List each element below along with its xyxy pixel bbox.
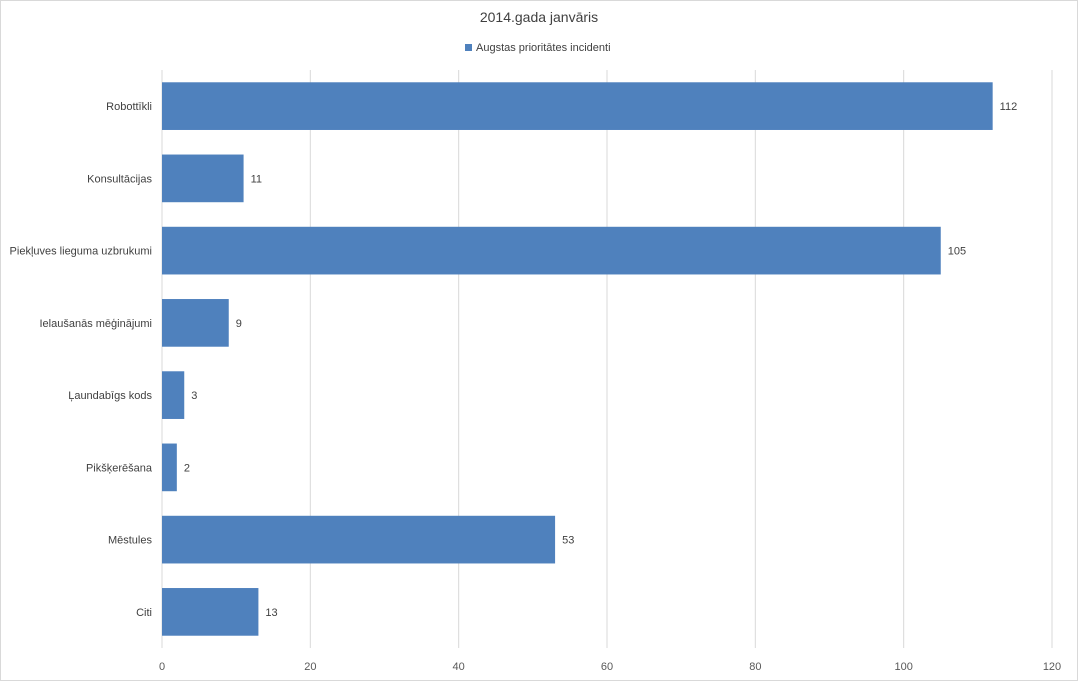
data-labels: 112 11 105 9 3 2 53 13 (184, 101, 1017, 619)
bar (162, 371, 185, 419)
category-label: Piekļuves lieguma uzbrukumi (10, 246, 152, 258)
data-label: 3 (191, 390, 197, 402)
data-label: 13 (265, 607, 277, 619)
category-label: Pikšķerēšana (86, 462, 153, 474)
category-labels: Robottīkli Konsultācijas Piekļuves lieguma… (10, 101, 153, 619)
category-label: Citi (136, 607, 152, 619)
bars (162, 82, 993, 636)
x-tick-label: 60 (601, 661, 613, 673)
bar (162, 443, 177, 492)
legend: Augstas prioritātes incidenti (465, 42, 611, 54)
data-label: 105 (948, 246, 966, 258)
data-label: 11 (251, 173, 262, 185)
category-label: Robottīkli (106, 101, 152, 113)
x-tick-label: 20 (304, 661, 316, 673)
legend-label: Augstas prioritātes incidenti (476, 42, 611, 54)
data-label: 53 (562, 535, 574, 547)
legend-swatch (465, 44, 472, 51)
x-tick-label: 120 (1043, 661, 1061, 673)
bar (162, 515, 556, 564)
chart-title: 2014.gada janvāris (480, 9, 598, 25)
bar (162, 82, 993, 130)
category-label: Ielaušanās mēģinājumi (39, 317, 152, 330)
x-axis-ticks: 0 20 40 60 80 100 120 (159, 661, 1061, 673)
bar (162, 588, 259, 636)
bar (162, 154, 244, 203)
data-label: 2 (184, 462, 190, 474)
data-label: 112 (1000, 101, 1018, 113)
x-tick-label: 100 (894, 661, 912, 673)
x-tick-label: 40 (453, 661, 465, 673)
x-tick-label: 80 (749, 661, 761, 673)
data-label: 9 (236, 318, 242, 330)
category-label: Ļaundabīgs kods (68, 390, 152, 402)
bar (162, 226, 941, 275)
category-label: Mēstules (108, 535, 153, 547)
bar (162, 299, 229, 347)
category-label: Konsultācijas (87, 173, 152, 185)
x-tick-label: 0 (159, 661, 165, 673)
